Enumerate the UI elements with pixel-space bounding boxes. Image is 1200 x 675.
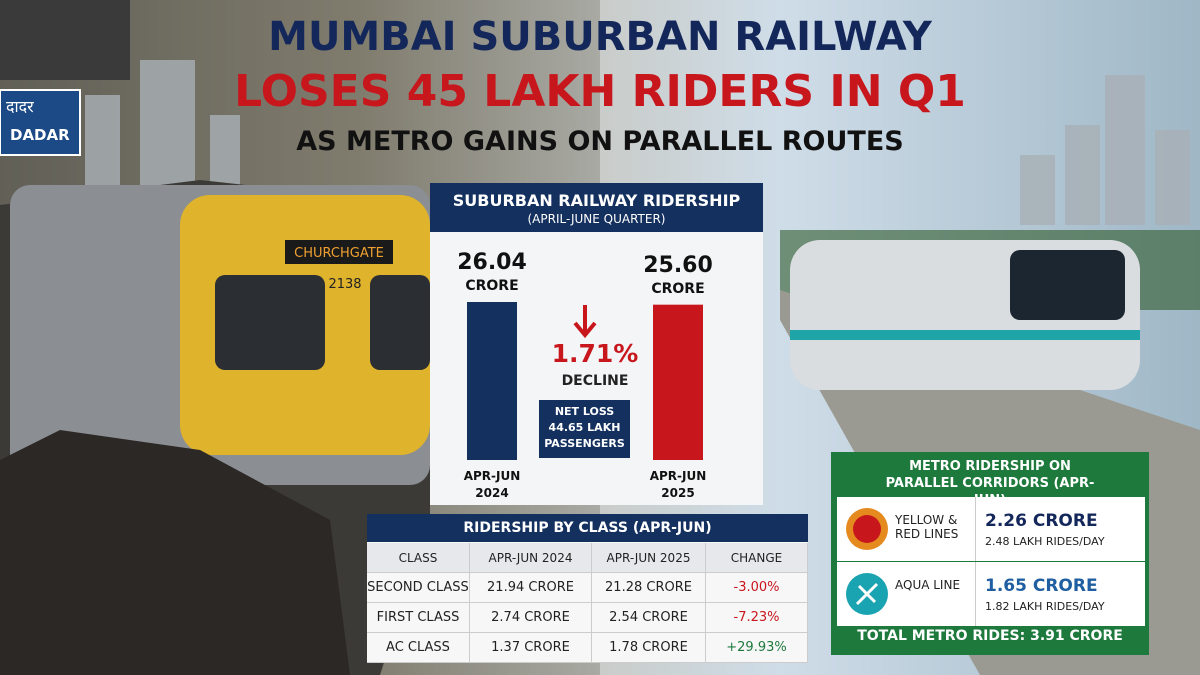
- net-loss-value: 44.65 LAKH: [548, 421, 621, 434]
- metro-row: YELLOW & RED LINES 2.26 CRORE 2.48 LAKH …: [837, 497, 1145, 561]
- title-highlight: LOSES 45 LAKH RIDERS IN Q1: [234, 66, 966, 117]
- line-name: YELLOW & RED LINES: [895, 513, 959, 541]
- value-label: 26.04: [457, 250, 527, 275]
- line-icon: [846, 573, 888, 615]
- change-label: DECLINE: [561, 373, 629, 389]
- table-cell: -3.00%: [706, 573, 808, 603]
- metro-panel: METRO RIDERSHIP ON PARALLEL CORRIDORS (A…: [831, 452, 1149, 655]
- table-cell: 1.78 CRORE: [592, 633, 706, 663]
- panel-header: SUBURBAN RAILWAY RIDERSHIP (APRIL-JUNE Q…: [430, 183, 763, 232]
- column-header: APR-JUN 2025: [592, 543, 706, 573]
- line-daily: 1.82 LAKH RIDES/DAY: [985, 600, 1105, 613]
- table-cell: 1.37 CRORE: [470, 633, 592, 663]
- line-icon: [846, 508, 888, 550]
- change-percent: 1.71%: [551, 339, 639, 368]
- line-name: AQUA LINE: [895, 578, 961, 592]
- class-table: RIDERSHIP BY CLASS (APR-JUN) CLASS APR-JU…: [367, 514, 808, 663]
- net-loss-box: NET LOSS 44.65 LAKH PASSENGERS: [539, 400, 630, 458]
- title: MUMBAI SUBURBAN RAILWAY: [268, 14, 932, 60]
- column-header: CHANGE: [706, 543, 808, 573]
- metro-row: AQUA LINE 1.65 CRORE 1.82 LAKH RIDES/DAY: [837, 562, 1145, 626]
- ridership-panel: SUBURBAN RAILWAY RIDERSHIP (APRIL-JUNE Q…: [430, 183, 763, 505]
- line-ridership: 2.26 CRORE: [985, 511, 1098, 531]
- table-cell: FIRST CLASS: [367, 603, 470, 633]
- table-title: RIDERSHIP BY CLASS (APR-JUN): [367, 514, 808, 542]
- train-number: 2138: [328, 277, 361, 292]
- station-sign-hindi: दादर: [6, 97, 34, 116]
- bar: [467, 302, 517, 460]
- x-tick-label: APR-JUN 2024: [463, 469, 521, 500]
- metro-total: TOTAL METRO RIDES: 3.91 CRORE: [857, 628, 1123, 644]
- table-cell: 2.74 CRORE: [470, 603, 592, 633]
- column-header: CLASS: [367, 543, 470, 573]
- table-cell: SECOND CLASS: [367, 573, 470, 603]
- subtitle: AS METRO GAINS ON PARALLEL ROUTES: [296, 126, 904, 157]
- chart-subtitle: (APRIL-JUNE QUARTER): [527, 212, 666, 226]
- train-destination: CHURCHGATE: [294, 246, 384, 261]
- x-tick-label: APR-JUN 2025: [649, 469, 707, 500]
- net-loss-title: NET LOSS: [554, 405, 615, 418]
- net-loss-unit: PASSENGERS: [544, 437, 625, 450]
- value-unit: CRORE: [465, 278, 519, 294]
- line-ridership: 1.65 CRORE: [985, 576, 1098, 596]
- table-cell: 2.54 CRORE: [592, 603, 706, 633]
- line-daily: 2.48 LAKH RIDES/DAY: [985, 535, 1105, 548]
- bar: [653, 304, 703, 460]
- table-cell: 21.94 CRORE: [470, 573, 592, 603]
- column-header: APR-JUN 2024: [470, 543, 592, 573]
- table-cell: +29.93%: [706, 633, 808, 663]
- station-sign: DADAR: [10, 126, 70, 144]
- table-cell: -7.23%: [706, 603, 808, 633]
- value-label: 25.60: [643, 252, 713, 278]
- table-cell: 21.28 CRORE: [592, 573, 706, 603]
- table-cell: AC CLASS: [367, 633, 470, 663]
- chart-title: SUBURBAN RAILWAY RIDERSHIP: [452, 191, 741, 210]
- value-unit: CRORE: [651, 280, 705, 297]
- bar-chart: [467, 302, 703, 460]
